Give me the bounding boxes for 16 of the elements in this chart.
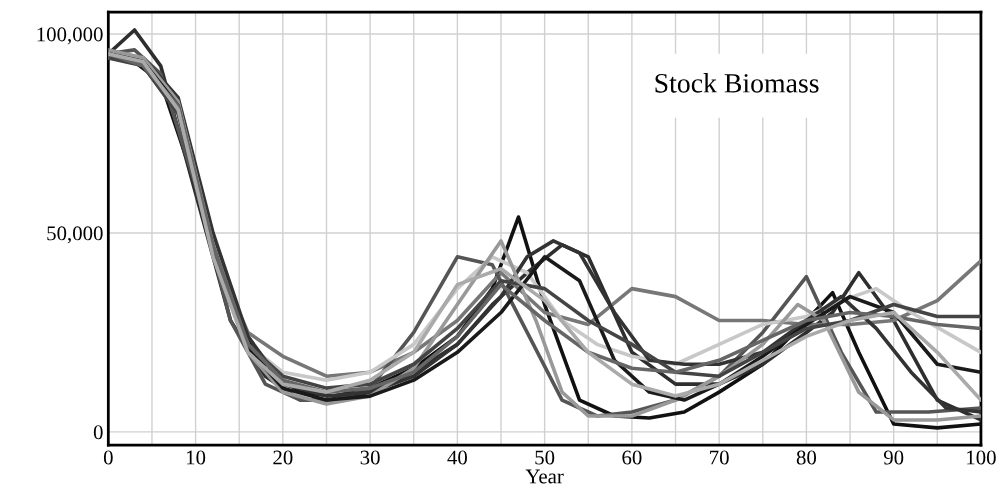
y-tick-label: 100,000 xyxy=(37,27,103,45)
x-tick-label: 80 xyxy=(796,450,817,465)
x-tick-label: 40 xyxy=(447,450,467,465)
x-tick-label: 90 xyxy=(883,450,904,465)
x-axis-title: Year xyxy=(525,469,564,484)
x-tick-label: 0 xyxy=(103,450,113,465)
y-tick-label: 0 xyxy=(93,425,103,440)
x-tick-label: 100 xyxy=(967,450,996,465)
x-tick-label: 50 xyxy=(535,450,555,465)
y-tick-label: 50,000 xyxy=(47,226,103,244)
x-tick-label: 30 xyxy=(360,450,380,465)
x-tick-label: 70 xyxy=(710,450,729,465)
annotation: Stock Biomass xyxy=(655,73,819,93)
x-tick-label: 20 xyxy=(273,450,293,465)
x-tick-label: 10 xyxy=(187,450,206,465)
x-tick-label: 60 xyxy=(622,450,642,465)
